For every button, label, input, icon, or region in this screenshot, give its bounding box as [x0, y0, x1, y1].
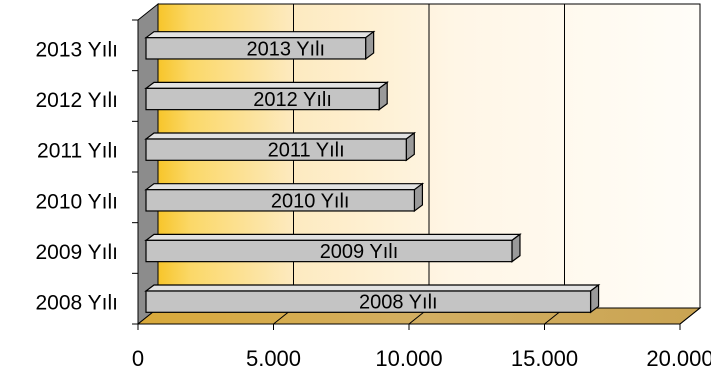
- bar: 2008 Yılı: [144, 283, 601, 314]
- bar-front-face: [145, 290, 592, 313]
- x-tick-label: 10.000: [375, 346, 442, 371]
- y-tick-label: 2008 Yılı: [35, 292, 118, 315]
- x-tick-label: 20.000: [646, 346, 711, 371]
- bar-data-label: 2011 Yılı: [268, 140, 345, 162]
- x-axis: 0 5.000 10.000 15.000 20.000: [132, 324, 711, 371]
- y-tick-label: 2012 Yılı: [35, 89, 118, 112]
- bar-front-face: [145, 138, 407, 161]
- bar-front-face: [145, 37, 367, 60]
- bar-data-label: 2009 Yılı: [320, 241, 399, 263]
- x-tick-label: 0: [132, 346, 144, 371]
- bar-data-label: 2008 Yılı: [359, 292, 438, 314]
- bar-data-label: 2013 Yılı: [247, 38, 326, 60]
- bar: 2009 Yılı: [144, 233, 522, 263]
- bar-top-face: [144, 284, 601, 292]
- y-axis: 2008 Yılı 2009 Yılı 2010 Yılı 2011 Yılı 2012…: [35, 19, 138, 325]
- bar-data-label: 2010 Yılı: [271, 190, 350, 212]
- bar: 2012 Yılı: [144, 81, 389, 111]
- bar: 2010 Yılı: [144, 182, 425, 212]
- x-tick-label: 15.000: [511, 346, 578, 371]
- bar-top-face: [144, 233, 522, 241]
- bar: 2013 Yılı: [144, 30, 376, 60]
- bars: 2008 Yılı 2009 Yılı 2010 Yılı 2011 Yılı 2012…: [144, 30, 601, 314]
- bar: 2011 Yılı: [144, 131, 417, 162]
- bar-front-face: [145, 239, 513, 263]
- bar-data-label: 2012 Yılı: [253, 89, 332, 111]
- y-tick-label: 2011 Yılı: [37, 140, 118, 163]
- y-tick-label: 2013 Yılı: [35, 38, 118, 61]
- bar-top-face: [144, 183, 425, 191]
- x-tick-label: 5.000: [246, 346, 301, 371]
- bar-top-face: [144, 132, 417, 140]
- bar-front-face: [145, 189, 416, 212]
- bar-front-face: [145, 87, 380, 111]
- bar-top-face: [144, 81, 389, 89]
- y-tick-label: 2010 Yılı: [35, 190, 118, 213]
- floor-gridline: [679, 307, 701, 325]
- bar-top-face: [144, 31, 376, 39]
- y-tick-label: 2009 Yılı: [35, 241, 118, 264]
